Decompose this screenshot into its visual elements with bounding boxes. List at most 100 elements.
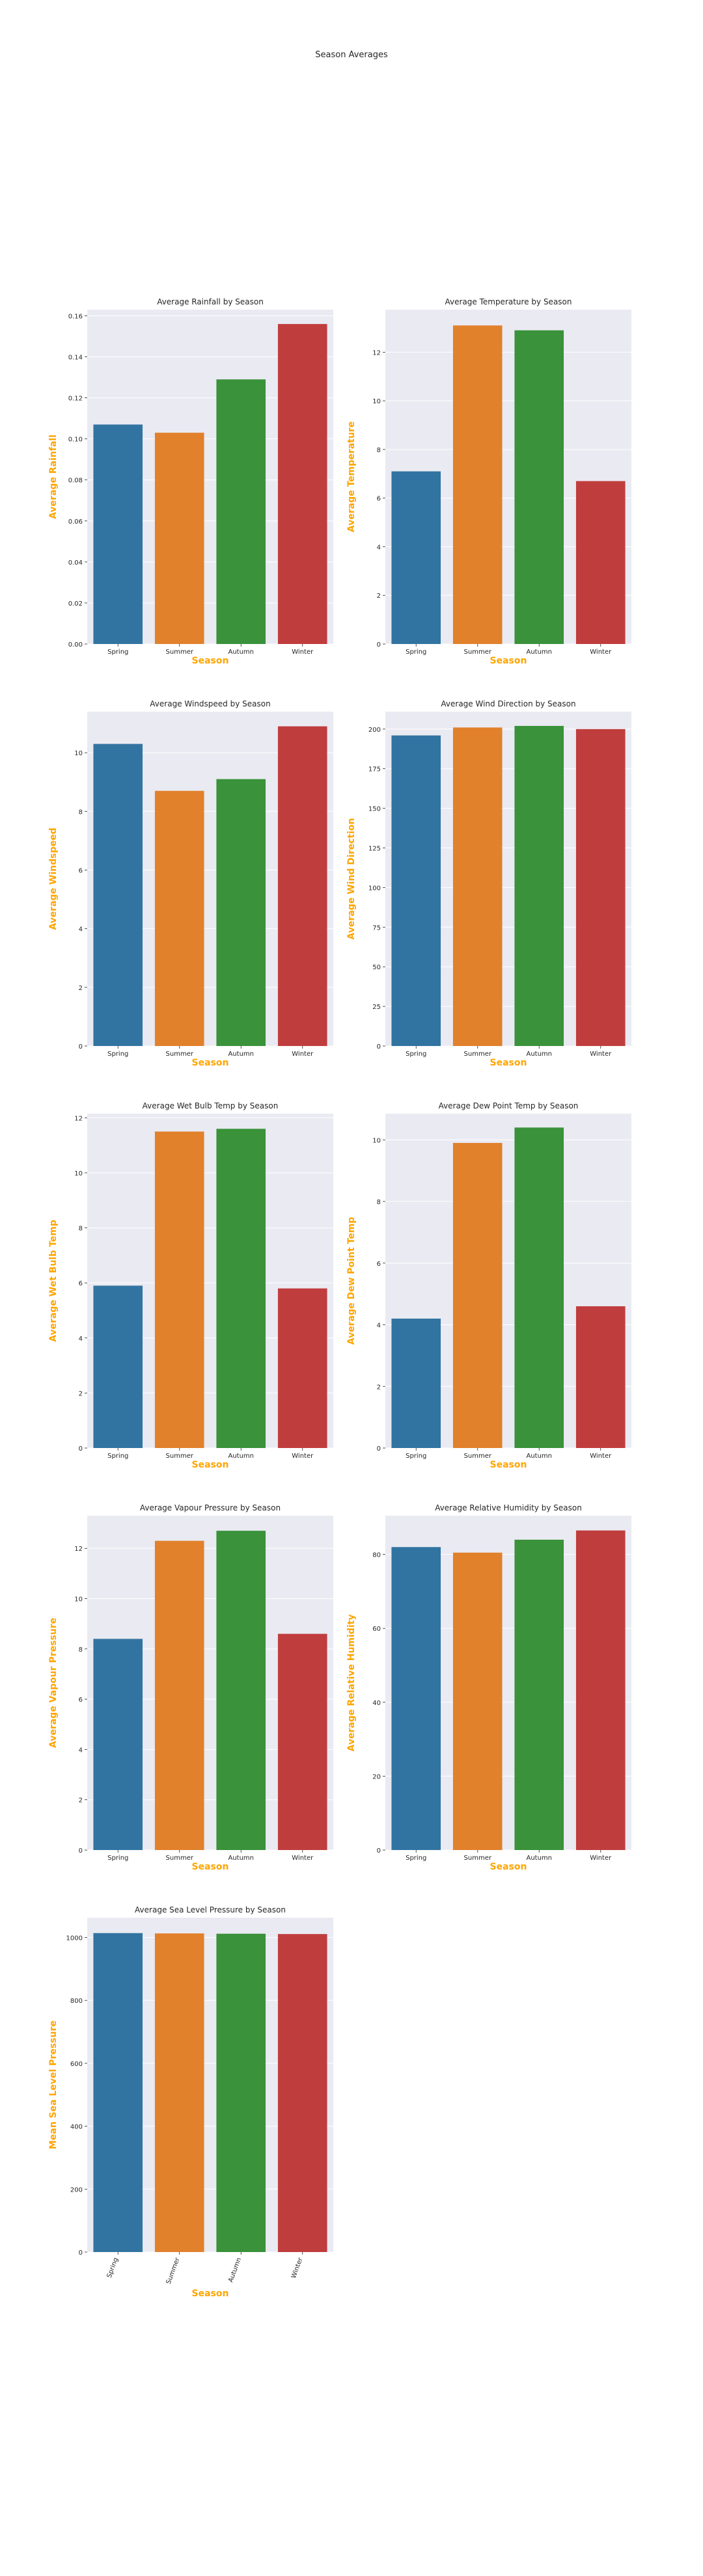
x-axis-label: Season <box>490 1862 527 1872</box>
x-tick-label: Spring <box>107 1855 128 1862</box>
x-tick-label: Winter <box>590 649 612 656</box>
bar-winter <box>277 1934 327 2252</box>
y-axis-label: Average Wind Direction <box>346 818 357 940</box>
chart-panel-7: 0 2 4 6 8 10 12 Spring Summer Autumn Winter Average… <box>48 1503 333 1872</box>
chart-title: Average Wet Bulb Temp by Season <box>143 1101 279 1110</box>
bar-spring <box>93 1285 143 1448</box>
y-tick-label: 2 <box>79 985 83 992</box>
y-tick-label: 150 <box>368 806 381 813</box>
chart-panel-6: 0 2 4 6 8 10 Spring Summer Autumn Winter Average D… <box>346 1101 631 1470</box>
bar-summer <box>154 1540 204 1850</box>
y-tick-label: 0.02 <box>68 600 83 608</box>
x-tick-label: Summer <box>165 2256 182 2285</box>
y-tick-label: 6 <box>79 1280 83 1287</box>
x-tick-label: Winter <box>590 1051 612 1058</box>
y-tick-label: 200 <box>368 727 381 734</box>
bar-autumn <box>514 1539 564 1850</box>
y-tick-label: 200 <box>70 2186 83 2194</box>
x-tick-label: Summer <box>464 1453 492 1460</box>
y-tick-label: 4 <box>79 1747 83 1754</box>
y-tick-label: 2 <box>79 1797 83 1805</box>
bar-spring <box>391 735 441 1046</box>
y-tick-label: 6 <box>377 496 381 503</box>
x-axis-label: Season <box>490 1058 527 1068</box>
y-tick-label: 0.16 <box>68 313 83 320</box>
x-axis-label: Season <box>490 1460 527 1470</box>
y-tick-label: 0 <box>377 1445 381 1453</box>
x-tick-label: Spring <box>107 649 128 656</box>
y-tick-label: 6 <box>79 1697 83 1704</box>
x-tick-label: Summer <box>166 649 194 656</box>
bar-summer <box>154 1131 204 1448</box>
y-tick-label: 0.04 <box>68 559 83 567</box>
y-axis-label: Average Relative Humidity <box>346 1615 357 1752</box>
y-tick-label: 0.08 <box>68 477 83 485</box>
bar-winter <box>575 481 626 644</box>
y-tick-label: 10 <box>372 398 381 405</box>
bar-spring <box>391 1547 441 1850</box>
x-tick-label: Winter <box>292 1855 314 1862</box>
bar-winter <box>277 1633 327 1850</box>
x-tick-label: Spring <box>106 2257 120 2279</box>
chart-panel-2: 0 2 4 6 8 10 12 Spring Summer Autumn Winter Average… <box>346 297 631 666</box>
y-axis-label: Average Temperature <box>346 422 357 532</box>
x-axis-label: Season <box>192 1058 229 1068</box>
chart-panel-5: 0 2 4 6 8 10 12 Spring Summer Autumn Winter Average… <box>48 1101 333 1470</box>
bar-summer <box>452 1552 503 1850</box>
y-tick-label: 40 <box>372 1700 381 1707</box>
bar-summer <box>452 727 503 1046</box>
bar-spring <box>93 1933 143 2252</box>
x-tick-label: Summer <box>464 1855 492 1862</box>
figure-suptitle: Season Averages <box>315 50 388 60</box>
y-tick-label: 25 <box>372 1004 381 1011</box>
y-axis-label: Mean Sea Level Pressure <box>48 2020 59 2149</box>
x-tick-label: Spring <box>406 1855 426 1862</box>
bar-spring <box>93 744 143 1046</box>
bar-spring <box>93 424 143 644</box>
y-tick-label: 60 <box>372 1626 381 1633</box>
bar-winter <box>277 1288 327 1448</box>
y-tick-label: 10 <box>74 750 83 757</box>
y-tick-label: 75 <box>372 924 381 932</box>
x-tick-label: Spring <box>107 1051 128 1058</box>
y-tick-label: 0 <box>377 1847 381 1855</box>
x-tick-label: Winter <box>292 1453 314 1460</box>
y-tick-label: 0 <box>377 641 381 649</box>
y-tick-label: 800 <box>70 1998 83 2005</box>
y-tick-label: 4 <box>377 544 381 551</box>
x-tick-label: Summer <box>166 1453 194 1460</box>
chart-title: Average Windspeed by Season <box>150 699 270 708</box>
x-axis-label: Season <box>192 656 229 666</box>
x-tick-label: Winter <box>590 1453 612 1460</box>
y-tick-label: 0.12 <box>68 396 83 403</box>
y-tick-label: 0 <box>79 2249 83 2257</box>
x-tick-label: Spring <box>107 1453 128 1460</box>
chart-title: Average Wind Direction by Season <box>441 699 575 708</box>
bar-winter <box>575 729 626 1046</box>
chart-title: Average Dew Point Temp by Season <box>439 1101 579 1110</box>
y-tick-label: 4 <box>79 1335 83 1343</box>
y-tick-label: 12 <box>372 349 381 356</box>
y-tick-label: 2 <box>377 1384 381 1391</box>
bar-autumn <box>216 1531 266 1850</box>
x-axis-label: Season <box>192 2288 229 2299</box>
bar-autumn <box>514 725 564 1046</box>
bar-autumn <box>216 1933 266 2252</box>
x-tick-label: Summer <box>464 1051 492 1058</box>
y-tick-label: 0.06 <box>68 518 83 526</box>
x-tick-label: Autumn <box>228 1051 254 1058</box>
y-tick-label: 8 <box>377 447 381 454</box>
y-axis-label: Average Rainfall <box>48 435 59 519</box>
y-tick-label: 10 <box>74 1596 83 1603</box>
bar-summer <box>154 1933 204 2252</box>
y-axis-label: Average Dew Point Temp <box>346 1217 357 1345</box>
x-tick-label: Autumn <box>228 649 254 656</box>
x-tick-label: Summer <box>166 1855 194 1862</box>
y-tick-label: 0 <box>377 1043 381 1051</box>
y-tick-label: 125 <box>368 845 381 852</box>
y-tick-label: 20 <box>372 1773 381 1780</box>
x-tick-label: Autumn <box>526 1855 552 1862</box>
bar-summer <box>154 433 204 644</box>
x-tick-label: Autumn <box>228 1453 254 1460</box>
